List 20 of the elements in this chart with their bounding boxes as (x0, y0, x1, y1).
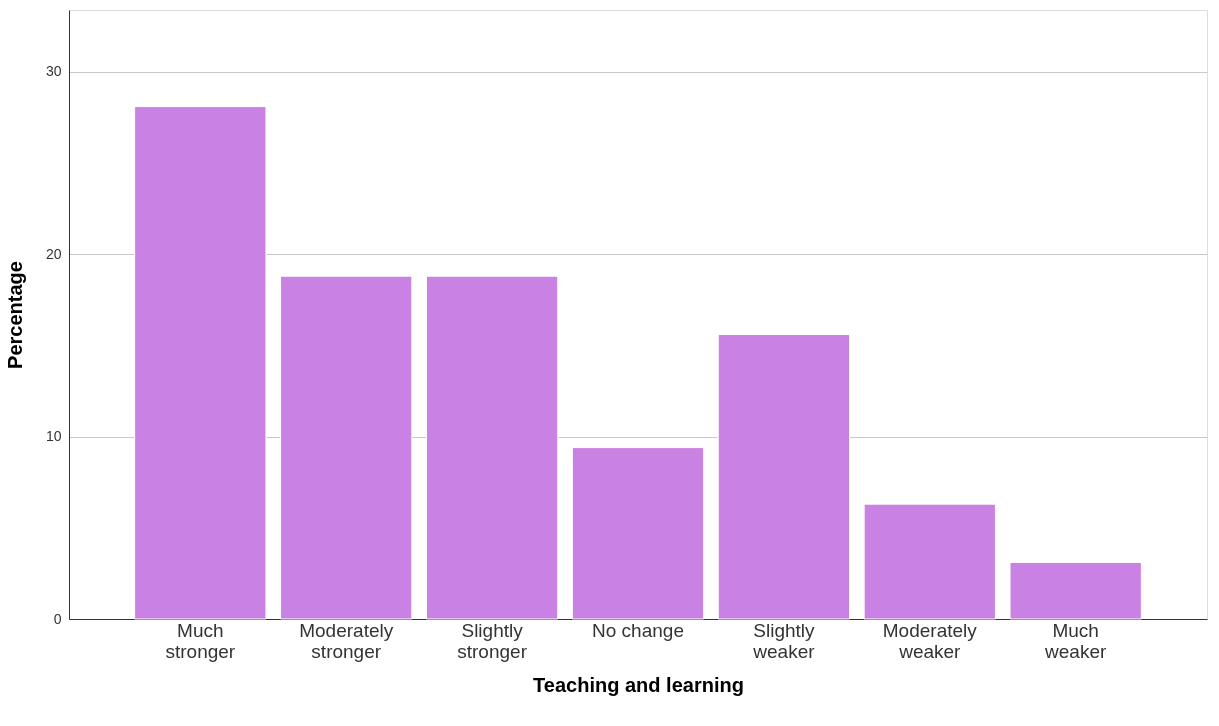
x-tick-label: Slightly weaker (752, 619, 816, 662)
bar (425, 275, 559, 620)
bar (1009, 561, 1142, 620)
y-tick-label: 20 (45, 245, 62, 262)
x-tick-label: Much weaker (1044, 619, 1107, 662)
y-tick-label: 10 (45, 428, 62, 445)
y-tick-label: 30 (45, 63, 62, 80)
bar (134, 106, 267, 620)
x-tick-label: Moderately weaker (882, 619, 978, 662)
x-tick-label: Much stronger (165, 619, 236, 662)
bar (863, 503, 996, 620)
x-tick-label: Slightly stronger (457, 619, 528, 662)
bar (280, 275, 413, 620)
x-tick-label: Moderately stronger (299, 619, 394, 662)
x-axis-title: Teaching and learning (533, 673, 744, 696)
x-tick-label: No change (592, 619, 684, 641)
bar (571, 447, 705, 620)
y-tick-label: 0 (53, 610, 62, 627)
bar (717, 334, 851, 620)
y-axis-title: Percentage (3, 261, 26, 369)
